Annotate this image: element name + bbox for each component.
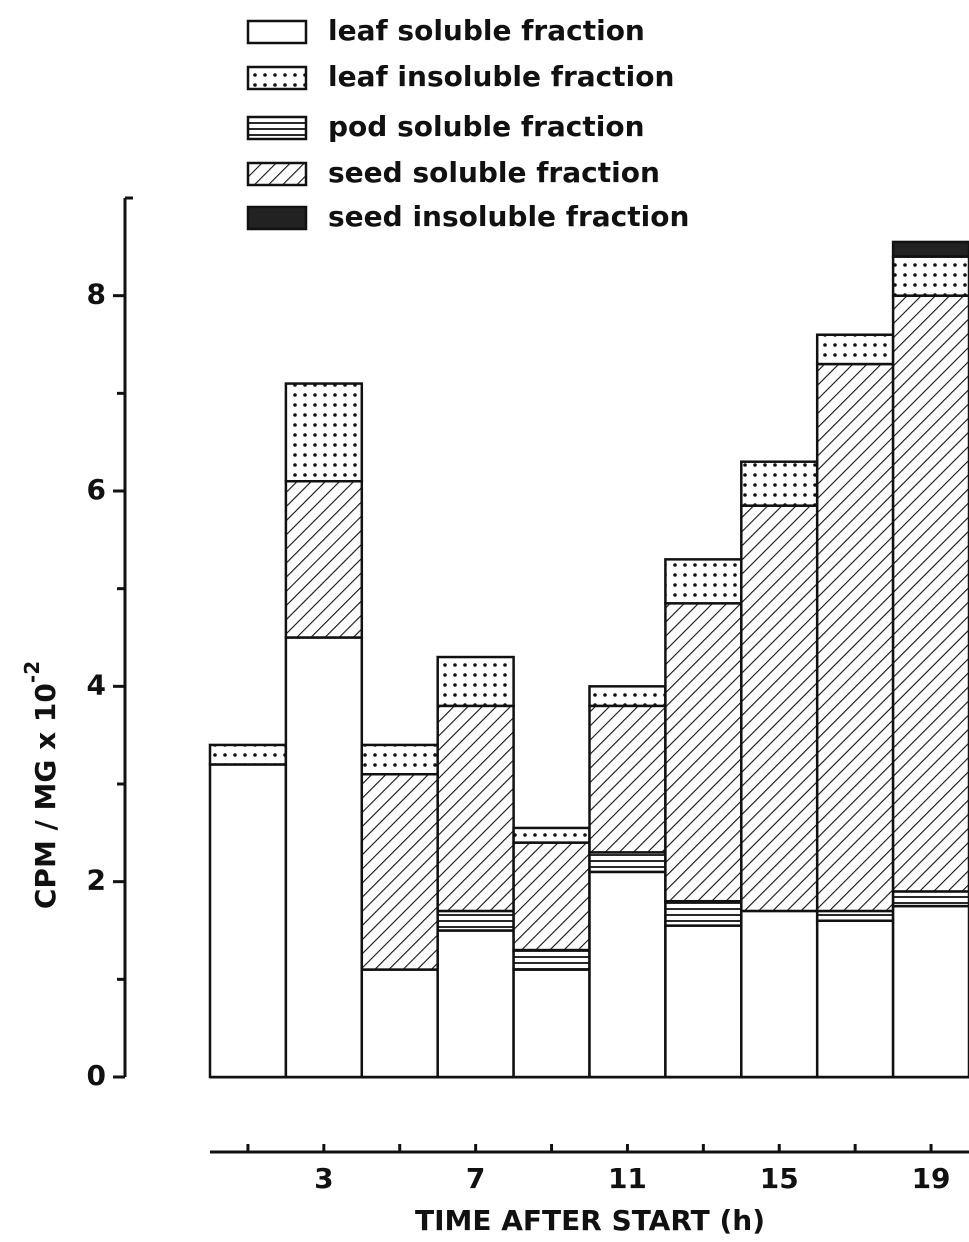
bar-segment xyxy=(891,294,969,893)
bar-segment xyxy=(815,919,895,1079)
y-tick-label: 6 xyxy=(87,473,106,506)
bar-segment xyxy=(588,851,667,874)
y-axis-label: CPM / MG x 10-2 xyxy=(20,661,63,909)
bar-segment xyxy=(664,602,743,903)
legend-label: leaf soluble fraction xyxy=(328,14,645,47)
bar-segment xyxy=(512,948,591,971)
bar-segment xyxy=(436,909,515,932)
bar-segment xyxy=(436,704,515,913)
bar-segment xyxy=(436,929,515,1079)
legend-label: pod soluble fraction xyxy=(328,110,645,143)
legend-swatch xyxy=(246,65,308,91)
legend-swatch xyxy=(246,205,308,231)
bar-segment xyxy=(284,479,364,639)
y-tick-label: 4 xyxy=(87,668,106,701)
x-tick-label: 19 xyxy=(912,1162,951,1195)
bar-segment xyxy=(512,826,591,844)
legend-swatch xyxy=(246,19,308,45)
bar-segment xyxy=(891,255,969,297)
bar-segment xyxy=(208,743,288,766)
bar-segment xyxy=(664,899,743,927)
bar-segment xyxy=(891,240,969,258)
x-tick-label: 11 xyxy=(608,1162,647,1195)
bar-segment xyxy=(512,841,591,952)
bar-segment xyxy=(284,382,364,483)
x-tick-label: 3 xyxy=(314,1162,333,1195)
bar-segment xyxy=(360,772,439,971)
bar-segment xyxy=(740,504,819,913)
legend-swatch xyxy=(246,115,308,141)
legend-label: seed insoluble fraction xyxy=(328,200,689,233)
bar-segment xyxy=(360,743,439,776)
bar-segment xyxy=(588,685,667,708)
bar-segment xyxy=(588,704,667,854)
x-tick-label: 15 xyxy=(760,1162,799,1195)
bar-segment xyxy=(740,909,819,1079)
bar-segment xyxy=(284,636,364,1079)
bar-segment xyxy=(891,890,969,908)
bar-segment xyxy=(740,460,819,507)
bar-segment xyxy=(815,362,895,913)
bar-segment xyxy=(891,904,969,1079)
bar-segment xyxy=(512,968,591,1079)
bar-segment xyxy=(664,558,743,605)
y-tick-label: 8 xyxy=(87,278,106,311)
y-tick-label: 2 xyxy=(87,864,106,897)
x-axis-label: TIME AFTER START (h) xyxy=(415,1204,765,1237)
legend-label: leaf insoluble fraction xyxy=(328,60,674,93)
bar-segment xyxy=(588,870,667,1079)
y-tick-label: 0 xyxy=(87,1059,106,1092)
bar-segment xyxy=(360,968,439,1079)
bar-segment xyxy=(664,924,743,1079)
bar-segment xyxy=(815,333,895,366)
bar-segment xyxy=(208,763,288,1079)
legend-swatch xyxy=(246,161,308,187)
bar-segment xyxy=(436,655,515,708)
legend-label: seed soluble fraction xyxy=(328,156,660,189)
bar-segment xyxy=(815,909,895,922)
x-tick-label: 7 xyxy=(466,1162,485,1195)
